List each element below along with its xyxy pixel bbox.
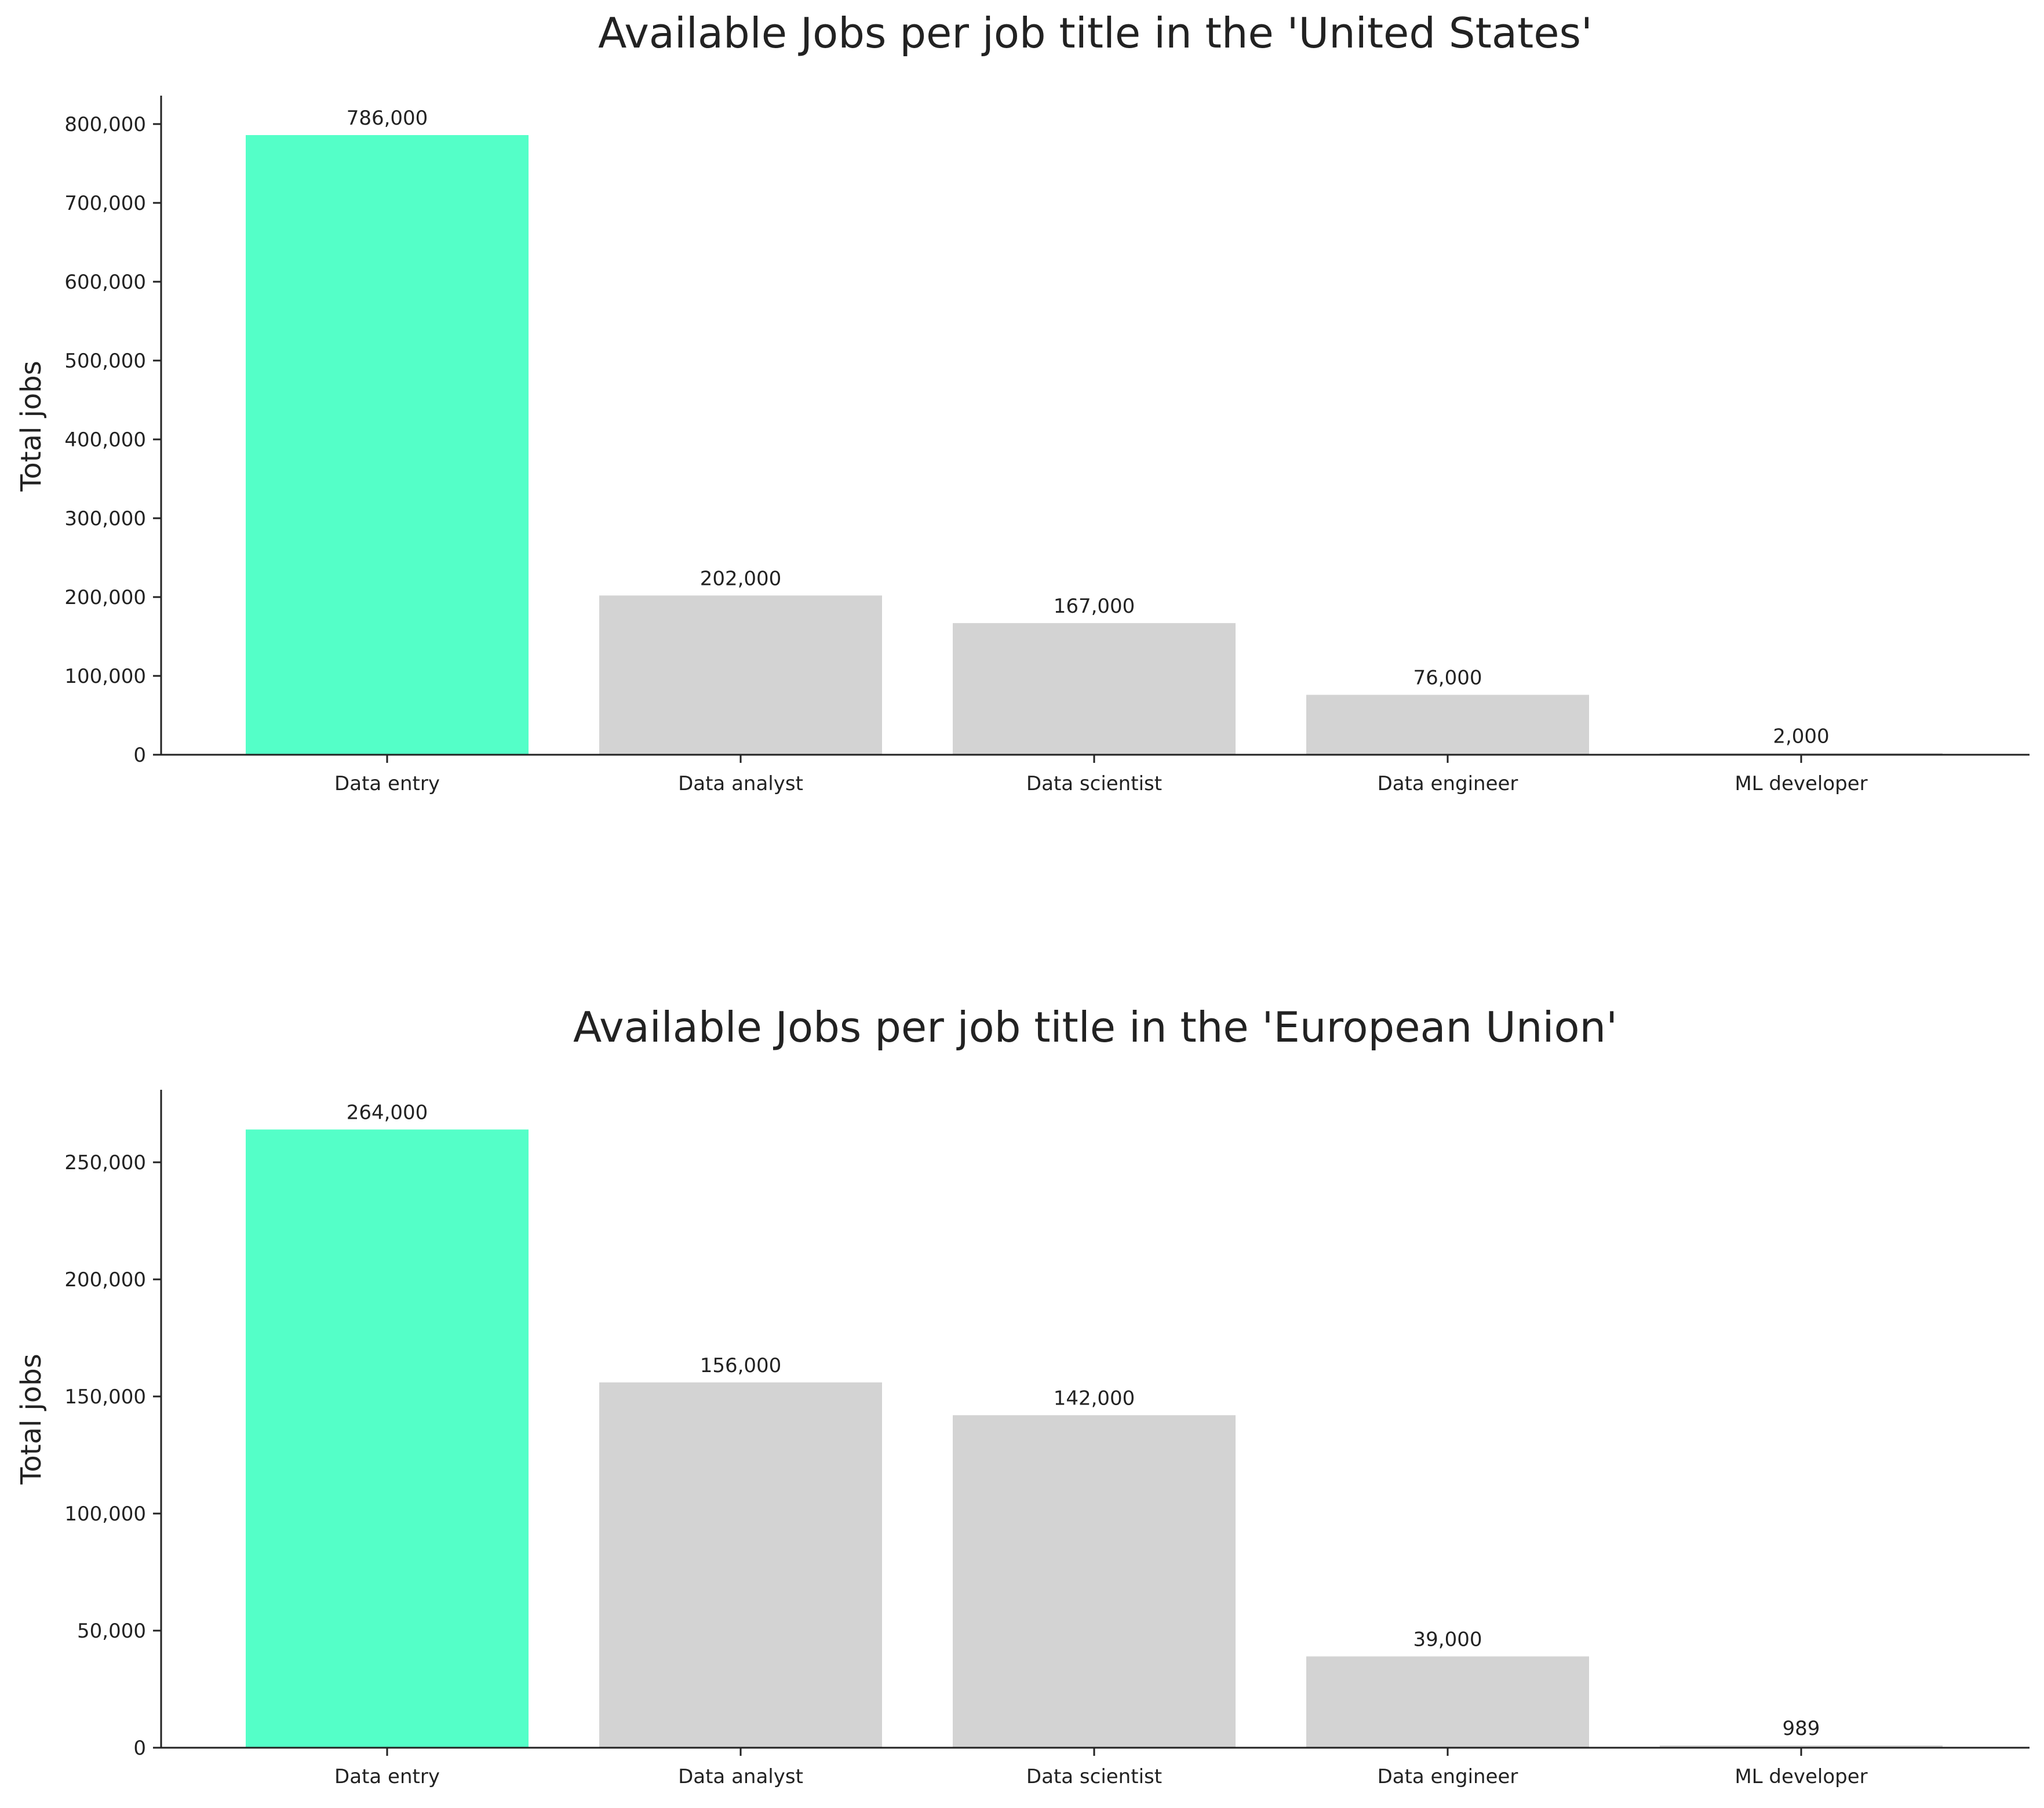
y-tick-label: 50,000 — [77, 1620, 146, 1643]
y-tick-label: 500,000 — [64, 350, 146, 373]
bar — [953, 623, 1236, 755]
bar — [246, 1129, 529, 1748]
bar-value-label: 989 — [1783, 1717, 1820, 1740]
x-tick-label: Data scientist — [1026, 1765, 1162, 1788]
x-tick-label: Data entry — [334, 1765, 440, 1788]
y-tick-label: 250,000 — [64, 1151, 146, 1174]
x-tick-label: Data engineer — [1378, 772, 1518, 795]
y-tick-label: 600,000 — [64, 271, 146, 294]
y-axis-ticks: 0 50,000 100,000 150,000 200,000 250,000 — [64, 1151, 161, 1760]
bar — [1306, 1656, 1589, 1748]
x-axis-ticks: Data entry Data analyst Data scientist Data… — [334, 1748, 1868, 1788]
y-axis-ticks: 0 100,000 200,000 300,000 400,000 500,000 600,… — [64, 113, 161, 767]
chart-title: Available Jobs per job title in the 'Uni… — [598, 9, 1593, 57]
bar-value-label: 39,000 — [1413, 1628, 1482, 1651]
bar — [246, 135, 529, 755]
bar-value-label: 786,000 — [347, 107, 428, 130]
x-tick-label: Data analyst — [678, 1765, 803, 1788]
bar-value-label: 167,000 — [1054, 595, 1135, 618]
chart-european-union: Available Jobs per job title in the 'Eur… — [15, 1003, 2030, 1788]
bar — [1306, 694, 1589, 755]
bar-value-label: 156,000 — [700, 1354, 782, 1377]
y-tick-label: 200,000 — [64, 1268, 146, 1292]
y-tick-label: 800,000 — [64, 113, 146, 136]
y-tick-label: 300,000 — [64, 507, 146, 530]
bar-value-label: 76,000 — [1413, 667, 1482, 690]
bar-value-label: 142,000 — [1054, 1387, 1135, 1410]
bars — [246, 1129, 1943, 1748]
data-labels: 264,000 156,000 142,000 39,000 989 — [347, 1101, 1820, 1740]
y-tick-label: 400,000 — [64, 428, 146, 452]
bar — [1660, 1745, 1943, 1748]
x-tick-label: Data engineer — [1378, 1765, 1518, 1788]
bar — [599, 1382, 882, 1748]
x-tick-label: Data entry — [334, 772, 440, 795]
x-tick-label: ML developer — [1735, 1765, 1867, 1788]
x-tick-label: Data scientist — [1026, 772, 1162, 795]
y-tick-label: 0 — [133, 744, 146, 767]
y-tick-label: 700,000 — [64, 192, 146, 215]
bar-value-label: 202,000 — [700, 567, 782, 590]
x-tick-label: Data analyst — [678, 772, 803, 795]
y-tick-label: 150,000 — [64, 1385, 146, 1409]
bars — [246, 135, 1943, 755]
chart-title: Available Jobs per job title in the 'Eur… — [573, 1003, 1617, 1052]
bar-value-label: 2,000 — [1773, 725, 1829, 748]
y-axis-label: Total jobs — [15, 1354, 48, 1485]
chart-united-states: Available Jobs per job title in the 'Uni… — [15, 9, 2030, 795]
y-tick-label: 100,000 — [64, 1503, 146, 1526]
y-tick-label: 200,000 — [64, 586, 146, 609]
y-axis-label: Total jobs — [15, 361, 48, 492]
bar-value-label: 264,000 — [347, 1101, 428, 1125]
y-tick-label: 0 — [133, 1737, 146, 1760]
y-tick-label: 100,000 — [64, 665, 146, 688]
bar — [953, 1415, 1236, 1748]
x-tick-label: ML developer — [1735, 772, 1867, 795]
x-axis-ticks: Data entry Data analyst Data scientist Data… — [334, 755, 1868, 795]
data-labels: 786,000 202,000 167,000 76,000 2,000 — [347, 107, 1830, 748]
bar — [599, 595, 882, 755]
